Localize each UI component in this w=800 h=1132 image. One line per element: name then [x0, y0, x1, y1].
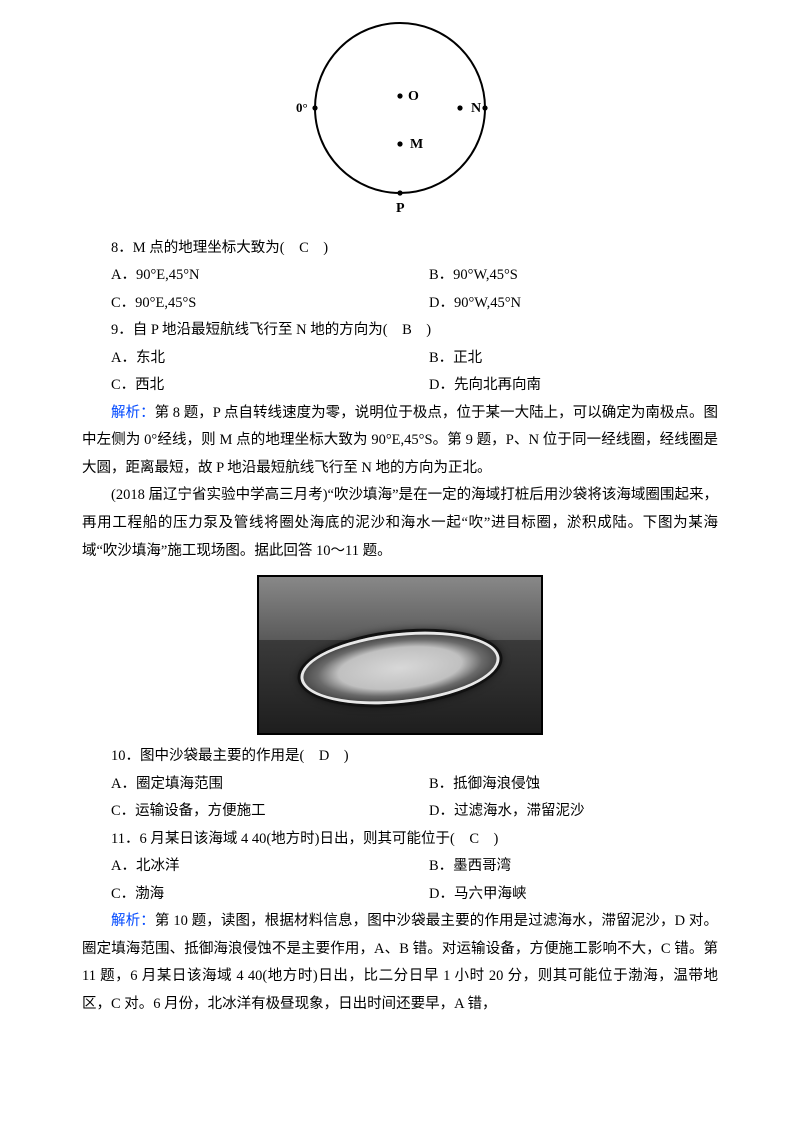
q11-D: D．马六甲海峡	[400, 881, 718, 909]
q9-row2: C．西北 D．先向北再向南	[82, 372, 718, 400]
q9-stem: 9．自 P 地沿最短航线飞行至 N 地的方向为( B )	[82, 317, 718, 345]
svg-text:O: O	[408, 89, 419, 104]
q9-B: B．正北	[400, 345, 718, 373]
q8-row2: C．90°E,45°S D．90°W,45°N	[82, 290, 718, 318]
analysis-1-body: 第 8 题，P 点自转线速度为零，说明位于极点，位于某一大陆上，可以确定为南极点…	[82, 405, 718, 476]
q8-A: A．90°E,45°N	[82, 262, 400, 290]
q8-D: D．90°W,45°N	[400, 290, 718, 318]
q9-row1: A．东北 B．正北	[82, 345, 718, 373]
q9-D: D．先向北再向南	[400, 372, 718, 400]
analysis-1-label: 解析：	[111, 405, 155, 421]
q10-row1: A．圈定填海范围 B．抵御海浪侵蚀	[82, 771, 718, 799]
q10-row2: C．运输设备，方便施工 D．过滤海水，滞留泥沙	[82, 798, 718, 826]
analysis-2-body: 第 10 题，读图，根据材料信息，图中沙袋最主要的作用是过滤海水，滞留泥沙，D …	[82, 913, 718, 1012]
q8-C: C．90°E,45°S	[82, 290, 400, 318]
q11-C: C．渤海	[82, 881, 400, 909]
q11-row1: A．北冰洋 B．墨西哥湾	[82, 853, 718, 881]
analysis-1: 解析：第 8 题，P 点自转线速度为零，说明位于极点，位于某一大陆上，可以确定为…	[82, 400, 718, 483]
q9-C: C．西北	[82, 372, 400, 400]
q10-C: C．运输设备，方便施工	[82, 798, 400, 826]
construction-photo	[257, 575, 543, 735]
analysis-2: 解析：第 10 题，读图，根据材料信息，图中沙袋最主要的作用是过滤海水，滞留泥沙…	[82, 908, 718, 1018]
q8-stem: 8．M 点的地理坐标大致为( C )	[82, 235, 718, 263]
q10-D: D．过滤海水，滞留泥沙	[400, 798, 718, 826]
svg-text:0°: 0°	[296, 100, 308, 115]
figure-1-wrap: 0° O N M P	[82, 0, 718, 235]
q10-A: A．圈定填海范围	[82, 771, 400, 799]
q8-B: B．90°W,45°S	[400, 262, 718, 290]
photo-wrap	[82, 575, 718, 735]
circle-diagram: 0° O N M P	[290, 8, 510, 218]
q9-A: A．东北	[82, 345, 400, 373]
svg-text:P: P	[396, 201, 405, 216]
q8-row1: A．90°E,45°N B．90°W,45°S	[82, 262, 718, 290]
q10-B: B．抵御海浪侵蚀	[400, 771, 718, 799]
q11-A: A．北冰洋	[82, 853, 400, 881]
q11-B: B．墨西哥湾	[400, 853, 718, 881]
analysis-2-label: 解析：	[111, 913, 155, 929]
q11-stem: 11．6 月某日该海域 4 40(地方时)日出，则其可能位于( C )	[82, 826, 718, 854]
photo-sky	[259, 577, 541, 639]
svg-text:M: M	[410, 137, 423, 152]
svg-text:N: N	[471, 101, 481, 116]
q10-stem: 10．图中沙袋最主要的作用是( D )	[82, 743, 718, 771]
q11-row2: C．渤海 D．马六甲海峡	[82, 881, 718, 909]
context-2: (2018 届辽宁省实验中学高三月考)“吹沙填海”是在一定的海域打桩后用沙袋将该…	[82, 482, 718, 565]
